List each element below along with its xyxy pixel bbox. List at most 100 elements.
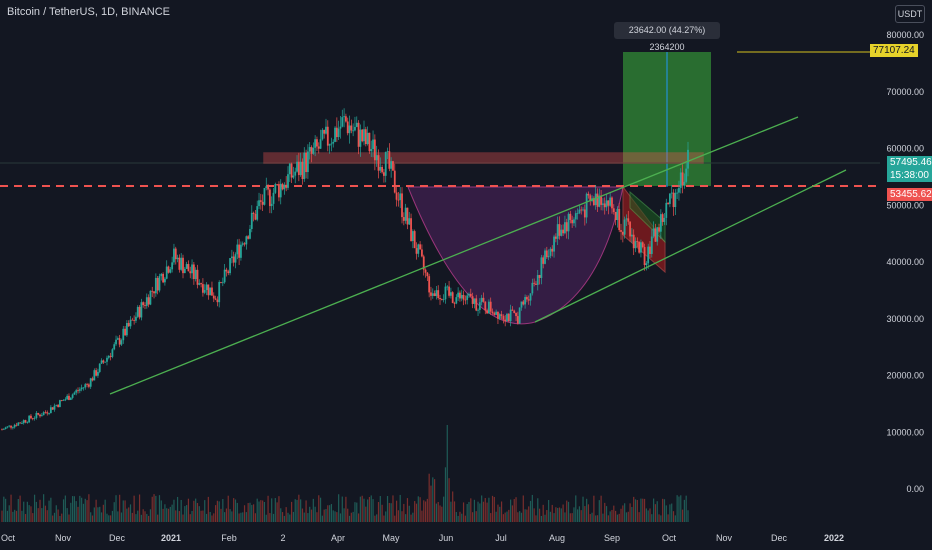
volume-bar [162,508,164,522]
candle-body [536,275,539,285]
candle-body [513,310,516,313]
volume-bar [278,496,280,522]
candle-body [158,276,161,291]
x-tick-label: 2 [280,533,285,543]
candle-body [640,242,642,253]
volume-bar [133,495,135,522]
candle-body [625,218,628,220]
volume-bar [319,497,322,522]
candle-body [460,294,463,299]
volume-bar [142,509,144,522]
volume-bar [332,510,334,522]
volume-bar [64,495,66,522]
volume-bar [410,514,412,522]
candle-body [641,242,644,248]
candle-body [44,412,47,414]
volume-bar [627,511,629,522]
volume-bar [144,511,146,522]
volume-bar [28,505,30,522]
x-tick-label: Jul [495,533,507,543]
volume-bar [681,509,684,522]
volume-bar [44,505,47,522]
volume-bar [468,501,470,522]
candle-body [679,172,682,188]
volume-bar [108,515,110,522]
volume-bar [186,505,188,522]
candle-body [529,293,532,301]
volume-bar [115,495,117,522]
candle-body [368,132,371,152]
volume-bar [129,504,132,522]
candle-body [341,117,344,127]
candle-body [459,292,461,299]
candle-body [220,282,222,283]
candle-body [373,139,376,161]
volume-bar [113,502,115,522]
volume-bar [609,511,611,522]
candle-body [623,219,626,235]
candle-body [582,209,584,211]
candle-body [583,209,586,218]
volume-bar [209,511,211,522]
candle-body [571,219,574,224]
candle-body [51,407,54,410]
candle-body [221,282,224,284]
volume-bar [620,508,622,522]
volume-bar [586,498,588,522]
volume-bar [676,495,678,522]
volume-bar [252,504,255,522]
candle-body [404,207,407,221]
candle-body [216,299,219,303]
candle-body [185,264,188,269]
candle-body [424,269,427,273]
candle-body [15,424,18,426]
y-tick-label: 40000.00 [886,257,924,267]
volume-bar [506,511,508,522]
volume-bar [327,505,329,522]
volume-bar [59,515,61,522]
volume-bar [490,513,492,522]
volume-bar [439,505,441,522]
candle-body [652,228,655,237]
volume-bar [131,512,133,522]
volume-bar [520,512,523,522]
candle-body [431,293,434,296]
candle-body [495,311,498,315]
candle-body [4,427,7,430]
volume-bar [229,509,231,522]
volume-bar [640,498,642,522]
volume-bar [310,509,313,522]
candle-body [198,283,201,285]
target-price-tag: 77107.24 [870,44,918,57]
volume-bar [198,506,200,522]
volume-bar [312,498,314,522]
volume-bar [124,500,126,522]
volume-bar [300,499,302,522]
currency-button[interactable]: USDT [895,5,925,23]
candle-body [317,146,320,149]
volume-bar [276,502,278,522]
candle-body [469,293,472,297]
candle-body [6,426,9,428]
y-tick-label: 70000.00 [886,87,924,97]
volume-bar [305,500,307,522]
candle-body [66,395,69,400]
candle-body [263,187,266,205]
candle-body [84,384,87,388]
candle-body [659,214,662,232]
candle-body [212,295,215,299]
volume-bar [106,513,108,522]
chart-title: Bitcoin / TetherUS, 1D, BINANCE [7,6,171,18]
candle-body [383,172,385,176]
candle-body [612,208,615,212]
volume-bar [164,504,166,522]
candle-body [8,425,11,427]
candle-body [194,269,197,280]
volume-bar [182,514,184,522]
volume-bar [645,508,647,522]
candle-body [176,257,179,260]
volume-bar [160,500,162,522]
candle-body [370,149,373,152]
volume-bar [448,478,450,522]
